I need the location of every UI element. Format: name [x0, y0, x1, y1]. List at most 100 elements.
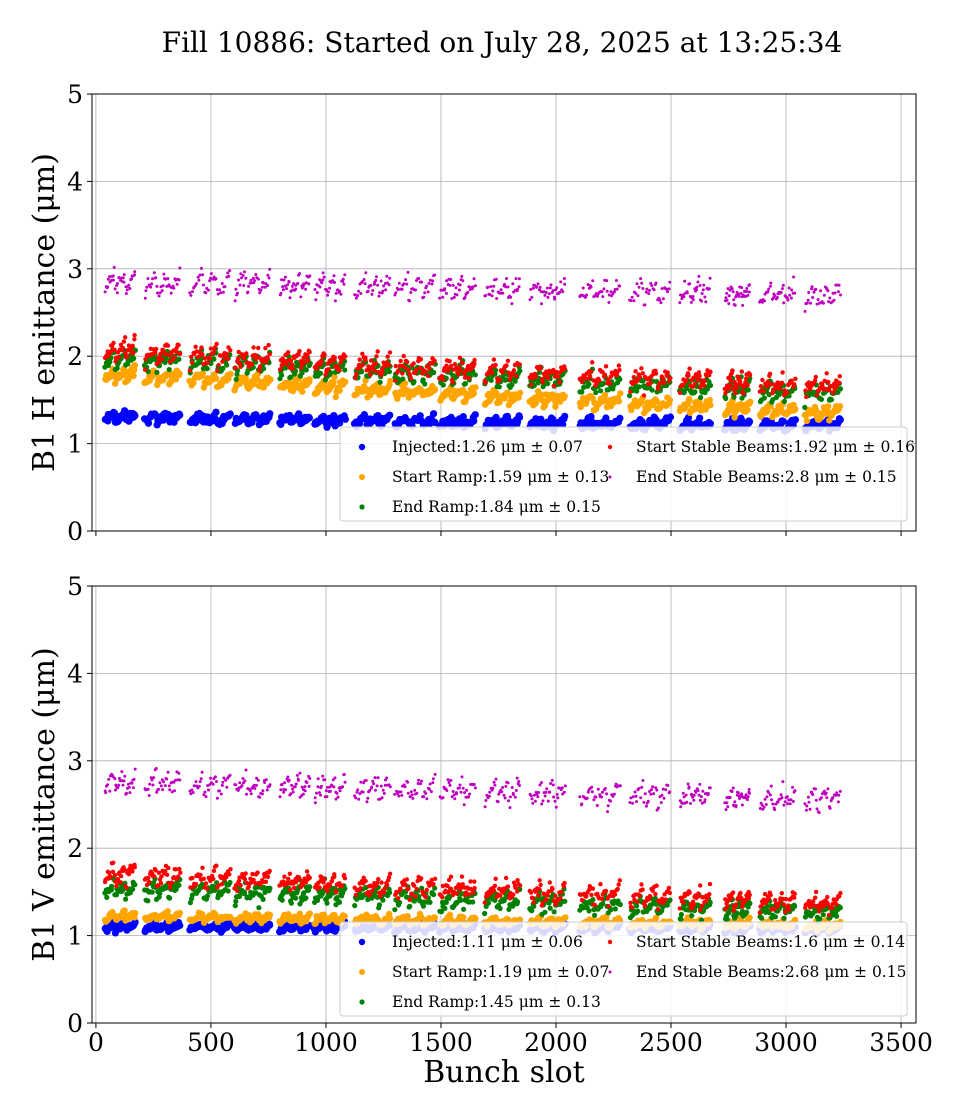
data-point: [447, 359, 452, 364]
data-point: [630, 295, 634, 299]
data-point: [837, 290, 840, 294]
data-point: [602, 414, 610, 422]
data-point: [360, 362, 366, 367]
data-point: [145, 898, 151, 904]
data-point: [364, 271, 368, 275]
data-point: [745, 287, 749, 290]
data-point: [514, 373, 519, 379]
data-point: [403, 365, 408, 370]
data-point: [814, 393, 820, 398]
data-point: [678, 301, 682, 305]
data-point: [649, 387, 655, 393]
data-point: [220, 365, 226, 371]
data-point: [295, 410, 303, 418]
data-point: [616, 414, 624, 422]
data-point: [590, 897, 596, 903]
data-point: [315, 291, 319, 295]
data-point: [747, 373, 753, 378]
data-point: [151, 277, 154, 281]
data-point: [161, 284, 165, 288]
data-point: [394, 291, 398, 295]
data-point: [509, 295, 513, 299]
data-point: [462, 371, 467, 376]
data-point: [636, 294, 640, 298]
data-point: [804, 394, 809, 400]
data-point: [123, 335, 128, 340]
data-point: [579, 376, 584, 381]
data-point: [640, 378, 646, 384]
data-point: [414, 367, 419, 372]
data-point: [728, 383, 733, 388]
data-point: [332, 274, 336, 278]
data-point: [176, 342, 181, 348]
data-point: [826, 417, 833, 424]
data-point: [342, 367, 348, 373]
data-point: [648, 380, 653, 386]
legend-label: End Stable Beams:2.8 μm ± 0.15: [636, 468, 897, 486]
data-point: [486, 285, 490, 289]
data-point: [128, 287, 132, 290]
y-tick-label: 2: [67, 342, 83, 371]
data-point: [615, 287, 619, 291]
data-point: [706, 420, 715, 428]
data-point: [723, 395, 729, 402]
data-point: [592, 912, 598, 918]
data-point: [228, 348, 233, 353]
data-point: [211, 356, 217, 362]
data-point: [154, 276, 158, 280]
data-point: [176, 921, 184, 930]
data-point: [700, 292, 704, 295]
data-point: [493, 362, 498, 368]
y-tick-label: 2: [67, 834, 83, 863]
data-point: [828, 296, 832, 300]
data-point: [384, 288, 388, 292]
data-point: [612, 906, 618, 912]
data-point: [731, 394, 737, 400]
data-point: [167, 895, 173, 901]
data-point: [482, 910, 488, 917]
data-point: [212, 345, 218, 350]
x-tick-label: 2500: [639, 1028, 703, 1057]
data-point: [267, 276, 271, 280]
data-point: [322, 352, 327, 358]
data-point: [407, 903, 413, 910]
data-point: [506, 906, 512, 913]
data-point: [374, 354, 379, 359]
data-point: [204, 893, 211, 899]
data-point: [176, 882, 182, 888]
data-point: [462, 381, 468, 387]
data-point: [824, 403, 832, 410]
data-point: [423, 291, 427, 295]
data-point: [213, 375, 220, 382]
data-point: [605, 279, 609, 283]
data-point: [132, 333, 137, 338]
y-tick-label: 0: [67, 1009, 83, 1038]
data-point: [708, 369, 713, 374]
data-point: [696, 370, 702, 375]
data-point: [296, 282, 300, 286]
data-point: [178, 266, 182, 270]
data-point: [586, 908, 592, 914]
data-point: [689, 300, 693, 304]
data-point: [562, 914, 569, 921]
data-point: [162, 272, 166, 276]
data-point: [175, 282, 179, 286]
data-point: [544, 291, 548, 294]
data-point: [793, 376, 798, 381]
data-point: [200, 352, 205, 357]
data-point: [610, 386, 616, 392]
data-point: [643, 303, 647, 307]
data-point: [650, 284, 654, 287]
data-point: [114, 365, 120, 371]
data-point: [545, 381, 551, 387]
data-point: [279, 897, 285, 903]
data-point: [738, 379, 743, 384]
data-point: [326, 290, 330, 294]
data-point: [244, 276, 248, 280]
data-point: [266, 342, 271, 348]
y-tick-label: 0: [67, 517, 83, 546]
data-point: [763, 299, 766, 303]
data-point: [282, 278, 286, 282]
data-point: [306, 910, 313, 917]
data-point: [741, 303, 745, 307]
